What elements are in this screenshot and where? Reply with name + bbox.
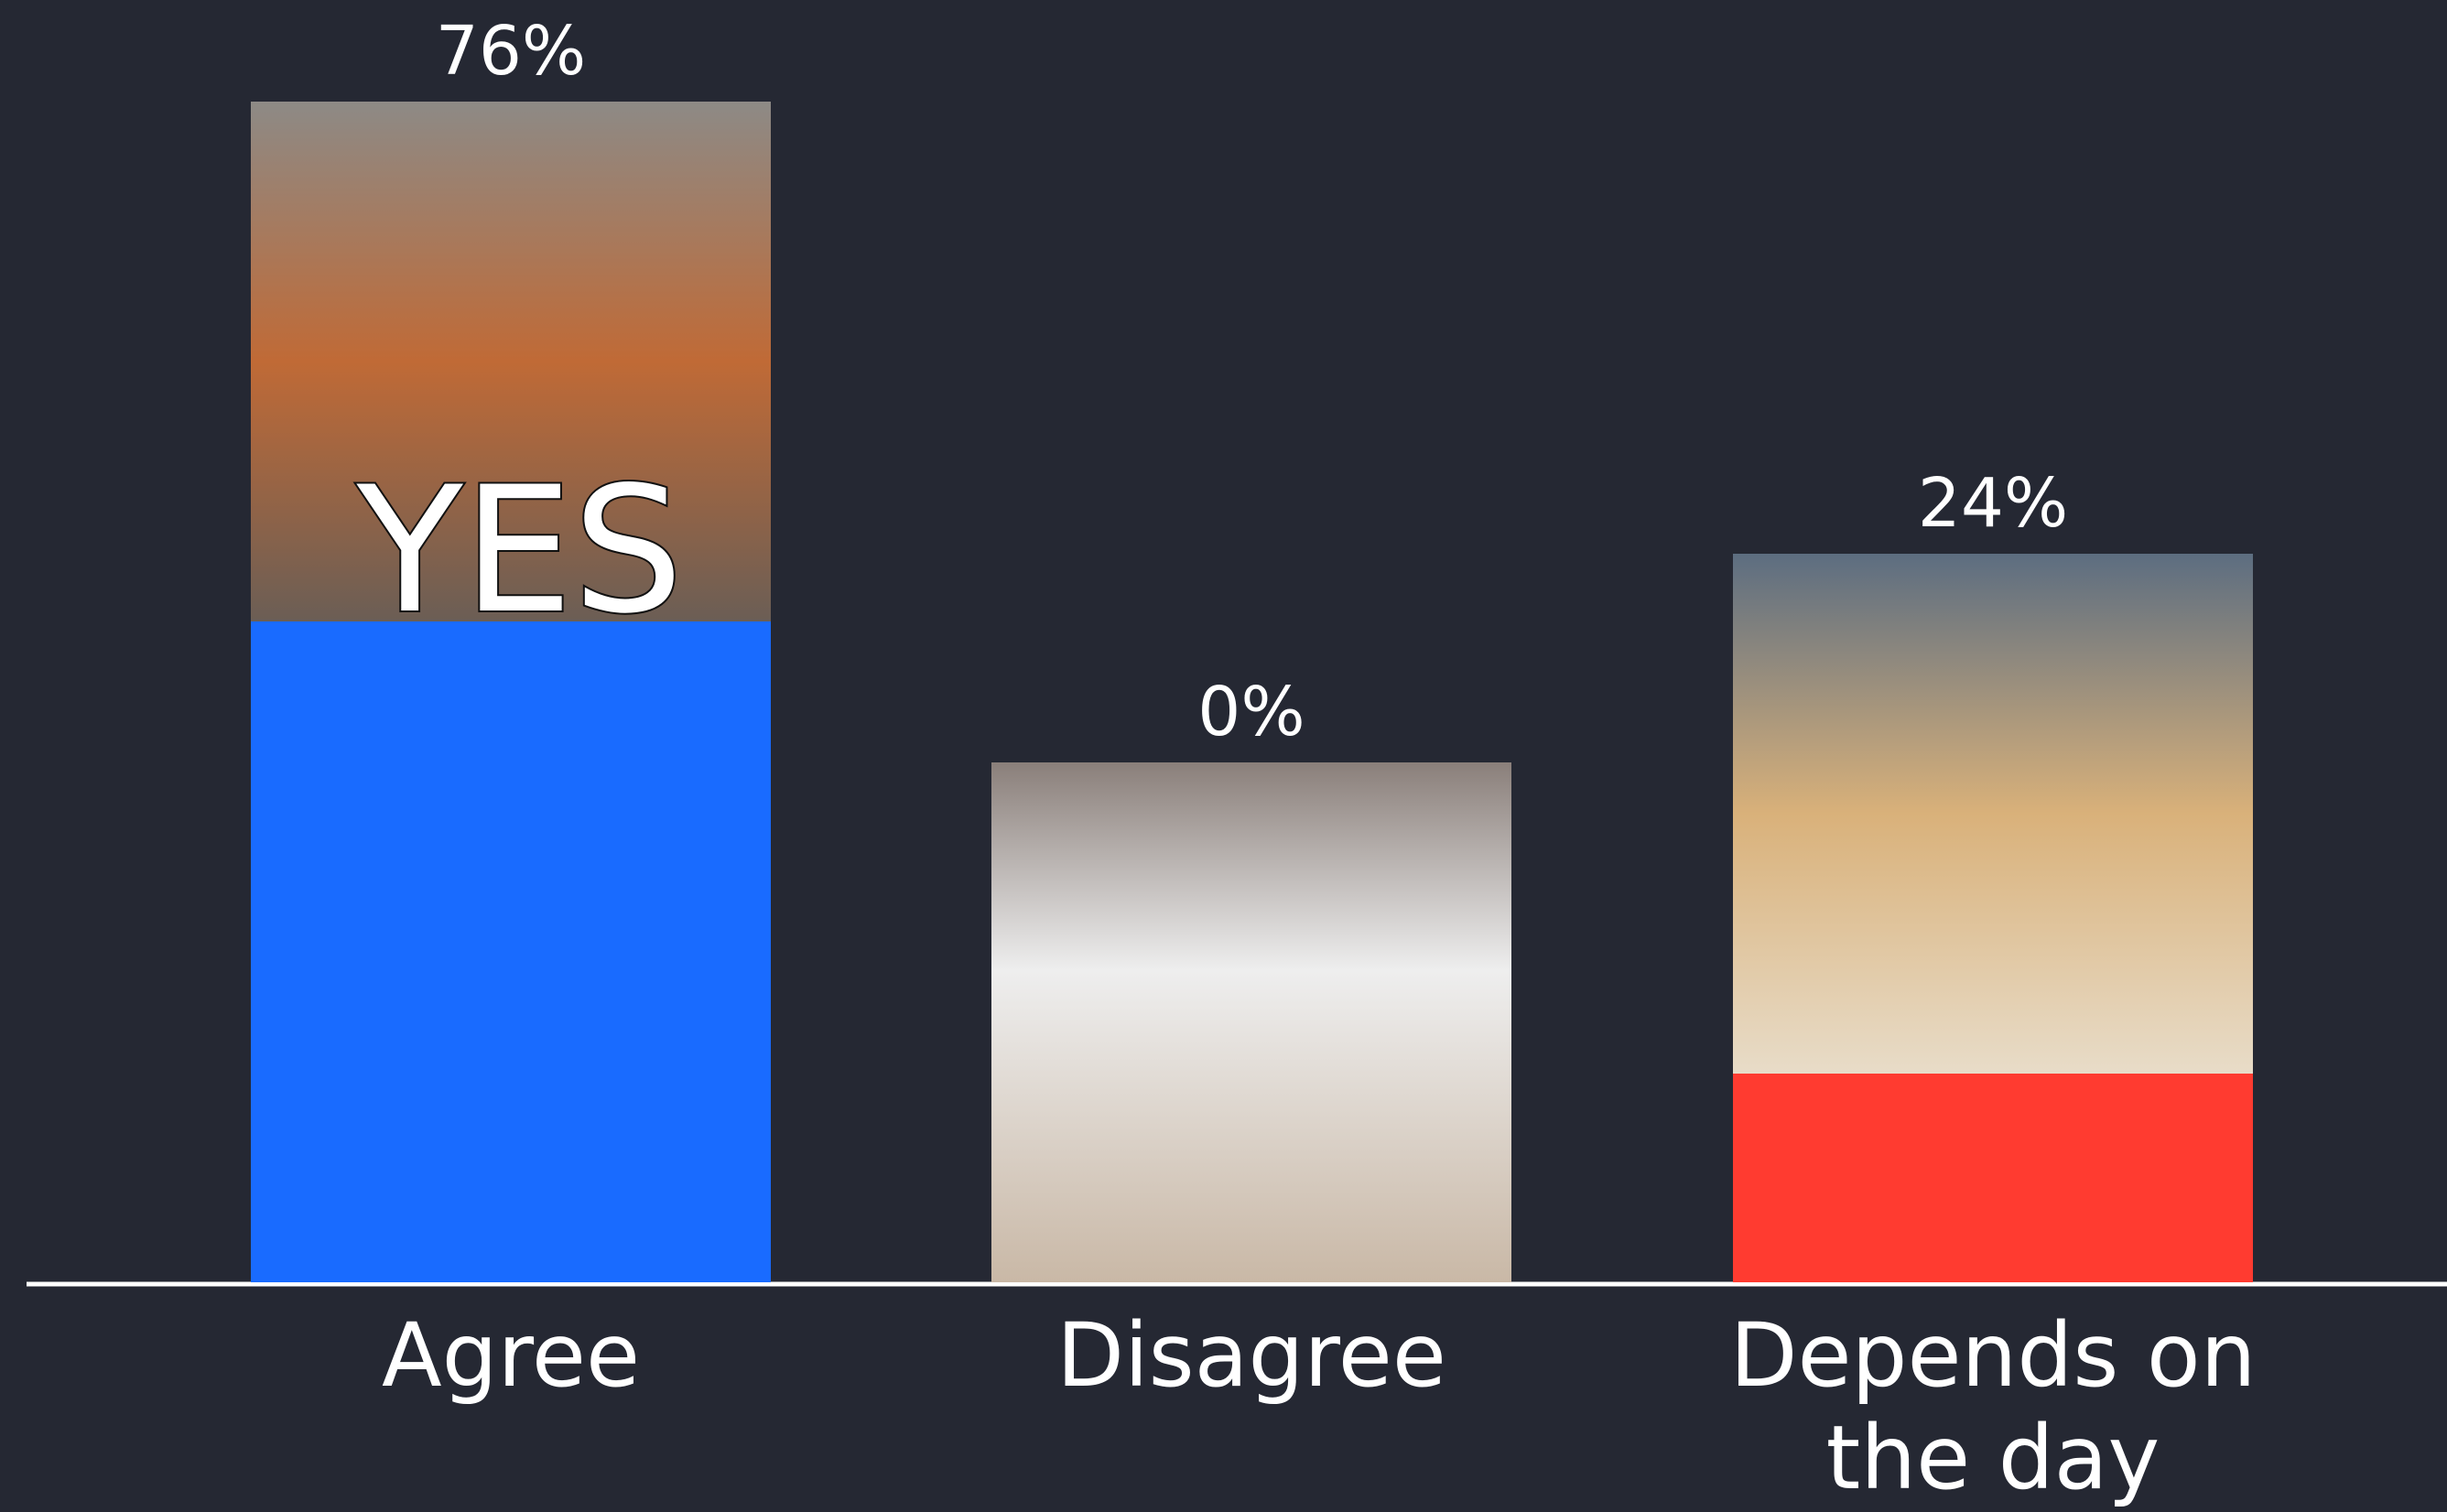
category-label: Depends on the day [1729, 1304, 2257, 1509]
category-label: Agree [381, 1304, 641, 1407]
image-caption: YES [356, 449, 684, 652]
bar [251, 621, 771, 1282]
bar [1733, 1074, 2253, 1282]
bar-image [1733, 554, 2253, 1074]
value-label: 24% [1918, 464, 2068, 543]
bar-image [251, 102, 771, 621]
bar-image [991, 762, 1511, 1282]
category-label: Disagree [1056, 1304, 1446, 1407]
value-label: 76% [436, 12, 586, 91]
value-label: 0% [1197, 673, 1305, 751]
